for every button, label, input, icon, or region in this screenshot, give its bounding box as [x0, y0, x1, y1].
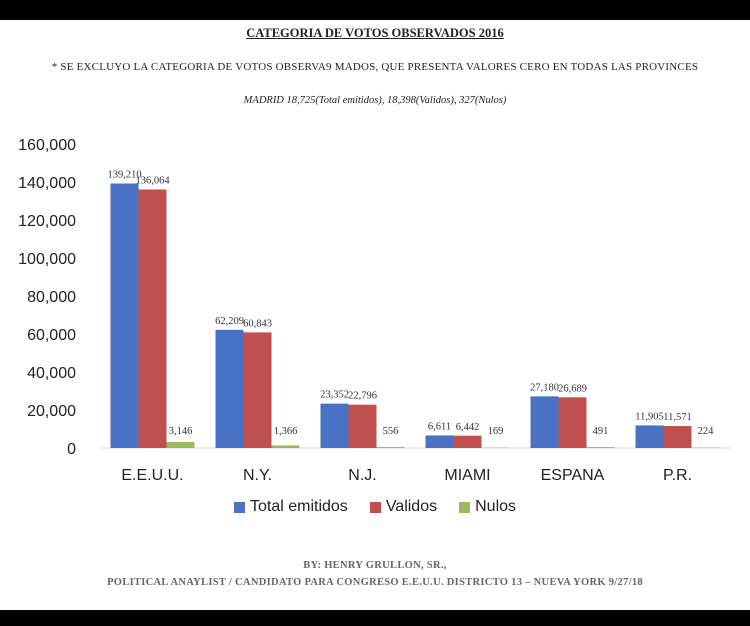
- legend-swatch: [233, 501, 245, 513]
- bar-total-emitidos: [215, 329, 244, 448]
- data-label: 3,146: [169, 426, 193, 437]
- legend-label: Validos: [385, 498, 438, 515]
- y-tick-label: 140,000: [18, 175, 76, 192]
- chart-title: CATEGORIA DE VOTOS OBSERVADOS 2016: [246, 26, 504, 40]
- bar-total-emitidos: [320, 403, 349, 448]
- data-label: 22,796: [348, 391, 377, 402]
- data-label: 491: [593, 426, 609, 437]
- y-tick-label: 100,000: [18, 251, 76, 268]
- legend-swatch: [369, 501, 381, 513]
- data-label: 6,611: [428, 421, 451, 432]
- legend-item: Validos: [369, 498, 438, 516]
- data-label: 136,064: [135, 175, 170, 186]
- bar-nulos: [166, 442, 195, 448]
- bar-nulos: [376, 446, 405, 448]
- legend: Total emitidos Validos Nulos: [0, 498, 750, 516]
- bar-total-emitidos: [425, 435, 454, 448]
- bar-validos: [138, 189, 167, 448]
- data-label: 556: [383, 426, 399, 437]
- data-label: 26,689: [558, 383, 587, 394]
- bar-total-emitidos: [110, 183, 139, 448]
- bar-validos: [663, 426, 692, 448]
- x-tick-label: MIAMI: [444, 467, 490, 484]
- bar-validos: [453, 435, 482, 448]
- data-label: 169: [488, 426, 504, 437]
- x-tick-label: P.R.: [663, 467, 692, 484]
- chart-subtitle: * SE EXCLUYO LA CATEGORIA DE VOTOS OBSER…: [51, 61, 699, 73]
- bar-validos: [243, 332, 272, 448]
- bar-chart: 0 20,000 40,000 60,000 80,000 100,000 120,000 1…: [18, 137, 730, 484]
- y-tick-label: 60,000: [27, 327, 76, 344]
- x-tick-label: N.J.: [348, 467, 376, 484]
- data-label: 11,905: [635, 411, 664, 422]
- data-label: 11,571: [663, 412, 692, 423]
- legend-label: Nulos: [475, 498, 517, 515]
- data-label: 139,210: [107, 170, 141, 181]
- x-tick-label: N.Y.: [243, 467, 272, 484]
- bar-validos: [558, 397, 587, 448]
- legend-item: Total emitidos: [233, 498, 348, 516]
- y-tick-label: 80,000: [27, 289, 76, 306]
- x-tick-label: E.E.U.U.: [121, 467, 183, 484]
- chart-note: MADRID 18,725(Total emitidos), 18,398(Va…: [243, 95, 507, 106]
- footer-credit: POLITICAL ANAYLIST / CANDIDATO PARA CONG…: [107, 577, 643, 588]
- y-tick-label: 40,000: [27, 365, 76, 382]
- y-tick-label: 160,000: [18, 137, 76, 154]
- data-label: 23,352: [320, 390, 349, 401]
- y-tick-label: 120,000: [18, 213, 76, 230]
- data-label: 1,366: [274, 426, 298, 437]
- data-label: 6,442: [456, 422, 480, 433]
- data-label: 224: [698, 426, 715, 437]
- chart-panel: CATEGORIA DE VOTOS OBSERVADOS 2016 * SE …: [0, 20, 750, 610]
- data-label: 27,180: [530, 382, 559, 393]
- x-tick-label: ESPANA: [541, 467, 605, 484]
- data-label: 62,209: [215, 316, 244, 327]
- legend-swatch: [459, 501, 471, 513]
- bar-validos: [348, 404, 377, 448]
- bar-total-emitidos: [635, 425, 664, 448]
- legend-label: Total emitidos: [249, 498, 348, 515]
- bar-nulos: [586, 447, 615, 448]
- data-label: 60,843: [243, 318, 272, 329]
- bar-nulos: [271, 445, 300, 448]
- y-tick-label: 0: [67, 441, 76, 458]
- legend-item: Nulos: [459, 498, 516, 516]
- y-tick-label: 20,000: [27, 403, 76, 420]
- bar-total-emitidos: [530, 396, 559, 448]
- footer-author: BY: HENRY GRULLON, SR.,: [303, 560, 447, 571]
